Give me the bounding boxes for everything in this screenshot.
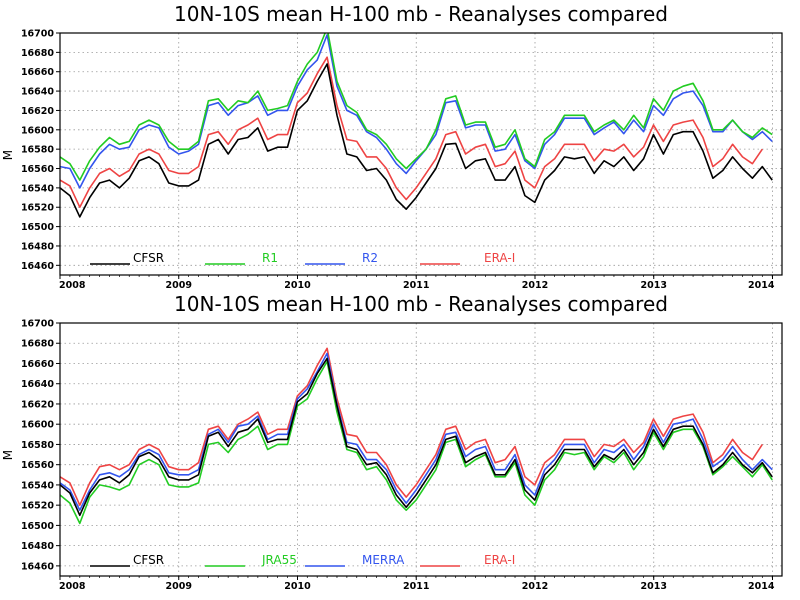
y-axis-label: M	[1, 450, 15, 460]
legend-label: CFSR	[133, 251, 164, 265]
series-line-r2	[60, 34, 773, 189]
y-tick-label: 16560	[21, 164, 54, 175]
y-tick-label: 16520	[21, 501, 54, 512]
legend-label: JRA55	[261, 553, 297, 567]
series-line-cfsr	[60, 357, 773, 517]
legend-label: MERRA	[362, 553, 405, 567]
x-tick-label: 2012	[522, 581, 548, 592]
y-tick-label: 16680	[21, 339, 54, 350]
y-tick-label: 16700	[21, 319, 54, 330]
x-tick-label: 2013	[641, 280, 667, 291]
y-tick-label: 16660	[21, 67, 54, 78]
x-tick-label: 2010	[284, 581, 311, 592]
series-line-era-i	[60, 347, 763, 506]
y-tick-label: 16580	[21, 440, 54, 451]
series-line-era-i	[60, 56, 763, 208]
legend-label: R1	[262, 251, 278, 265]
y-tick-label: 16600	[21, 420, 54, 431]
legend-label: CFSR	[133, 553, 164, 567]
x-tick-label: 2013	[641, 581, 667, 592]
x-tick-label: 2009	[166, 581, 192, 592]
chart-title: 10N-10S mean H-100 mb - Reanalyses compa…	[174, 2, 668, 26]
y-tick-label: 16540	[21, 183, 54, 194]
series-line-merra	[60, 352, 773, 511]
y-tick-label: 16620	[21, 106, 54, 117]
legend-label: ERA-I	[484, 251, 515, 265]
x-tick-label: 2009	[166, 280, 192, 291]
chart-title: 10N-10S mean H-100 mb - Reanalyses compa…	[174, 292, 668, 316]
y-tick-label: 16580	[21, 145, 54, 156]
x-tick-label: 2012	[522, 280, 548, 291]
x-tick-label: 2014	[748, 280, 775, 291]
y-tick-label: 16460	[21, 261, 54, 272]
plot-frame	[59, 322, 783, 577]
plot-frame	[59, 32, 783, 276]
y-tick-label: 16620	[21, 399, 54, 410]
y-tick-label: 16560	[21, 460, 54, 471]
series-line-jra55	[60, 360, 773, 525]
y-tick-label: 16480	[21, 241, 54, 252]
x-tick-label: 2011	[403, 280, 429, 291]
chart-bottom: 10N-10S mean H-100 mb - Reanalyses compa…	[1, 292, 783, 592]
series-line-r1	[60, 33, 773, 181]
y-tick-label: 16700	[21, 29, 54, 40]
x-tick-label: 2008	[59, 280, 86, 291]
y-tick-label: 16640	[21, 379, 54, 390]
y-tick-label: 16680	[21, 48, 54, 59]
legend-label: ERA-I	[484, 553, 515, 567]
y-tick-label: 16500	[21, 222, 54, 233]
y-tick-label: 16480	[21, 541, 54, 552]
y-tick-label: 16660	[21, 359, 54, 370]
x-tick-label: 2010	[284, 280, 311, 291]
series-line-cfsr	[60, 63, 773, 218]
y-tick-label: 16500	[21, 521, 54, 532]
y-tick-label: 16460	[21, 561, 54, 572]
chart-top: 10N-10S mean H-100 mb - Reanalyses compa…	[1, 2, 783, 291]
y-tick-label: 16540	[21, 480, 54, 491]
x-tick-label: 2011	[403, 581, 429, 592]
y-tick-label: 16520	[21, 203, 54, 214]
y-tick-label: 16640	[21, 87, 54, 98]
y-axis-label: M	[1, 150, 15, 160]
x-tick-label: 2008	[59, 581, 86, 592]
y-tick-label: 16600	[21, 125, 54, 136]
legend-label: R2	[362, 251, 378, 265]
x-tick-label: 2014	[748, 581, 775, 592]
